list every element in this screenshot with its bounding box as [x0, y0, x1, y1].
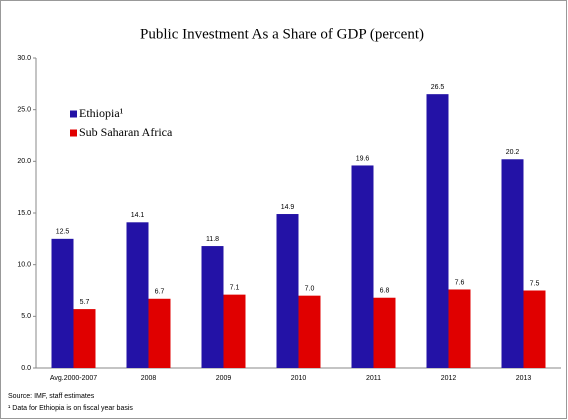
bar: [523, 290, 546, 368]
value-label: 19.6: [356, 155, 370, 162]
x-tick-label: 2013: [516, 375, 532, 382]
bar: [448, 289, 471, 368]
y-tick-label: 0.0: [21, 365, 31, 372]
value-label: 26.5: [431, 84, 445, 91]
value-label: 5.7: [80, 299, 90, 306]
value-label: 6.8: [380, 288, 390, 295]
x-tick-label: 2011: [366, 375, 381, 382]
value-label: 11.8: [206, 236, 219, 243]
y-tick-label: 15.0: [17, 210, 31, 217]
y-tick-label: 10.0: [17, 262, 31, 269]
bar: [73, 309, 96, 368]
bar: [148, 298, 171, 368]
bar: [373, 297, 396, 368]
bar: [351, 165, 374, 368]
x-tick-label: 2012: [441, 375, 457, 382]
bar: [201, 246, 224, 368]
bar: [298, 295, 321, 368]
bar: [126, 222, 149, 368]
x-tick-label: 2010: [291, 375, 307, 382]
footnote: ¹ Data for Ethiopia is on fiscal year ba…: [8, 405, 133, 412]
legend-label: Sub Saharan Africa: [79, 125, 173, 139]
bar: [51, 238, 74, 368]
bar: [501, 159, 524, 368]
y-tick-label: 30.0: [17, 55, 31, 62]
y-tick-label: 20.0: [17, 158, 31, 165]
legend-swatch: [70, 129, 77, 137]
x-tick-label: Avg.2000-2007: [50, 375, 97, 382]
legend-swatch: [70, 110, 77, 118]
value-label: 14.9: [281, 204, 295, 211]
y-tick-label: 25.0: [17, 107, 31, 114]
x-tick-label: 2008: [141, 375, 157, 382]
value-label: 7.0: [305, 286, 315, 293]
bar: [426, 94, 449, 369]
value-label: 14.1: [131, 212, 145, 219]
x-tick-label: 2009: [216, 375, 232, 382]
y-tick-label: 5.0: [21, 313, 31, 320]
value-label: 7.6: [455, 279, 465, 286]
chart-title: Public Investment As a Share of GDP (per…: [140, 26, 424, 42]
value-label: 7.1: [230, 284, 240, 291]
value-label: 6.7: [155, 289, 165, 296]
bar: [223, 294, 246, 368]
source-note: Source: IMF, staff estimates: [8, 393, 95, 400]
value-label: 12.5: [56, 229, 70, 236]
value-label: 20.2: [506, 149, 520, 156]
bar: [276, 214, 299, 368]
value-label: 7.5: [530, 280, 540, 287]
legend-label: Ethiopia¹: [79, 106, 124, 120]
